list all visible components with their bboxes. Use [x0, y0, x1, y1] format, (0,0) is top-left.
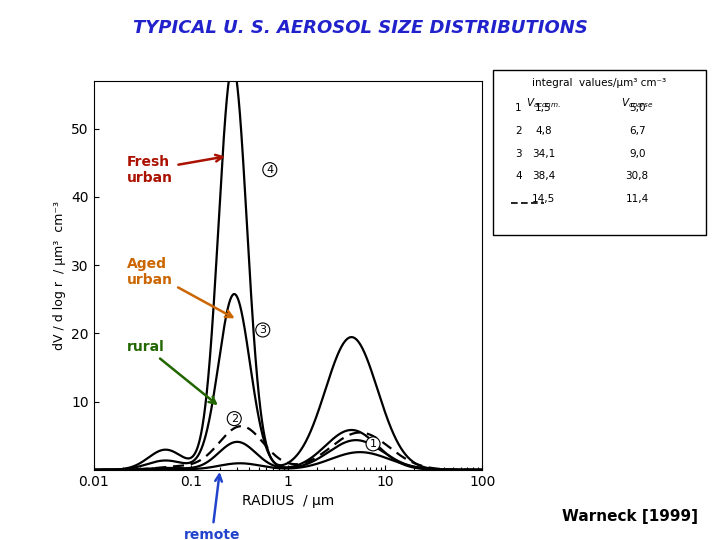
- Text: 3: 3: [259, 325, 266, 335]
- Text: 9,0: 9,0: [629, 148, 645, 159]
- Text: rural: rural: [127, 340, 216, 403]
- Text: 1,5: 1,5: [535, 103, 552, 113]
- Text: 34,1: 34,1: [532, 148, 555, 159]
- Text: 1: 1: [515, 103, 522, 113]
- Text: integral  values/μm³ cm⁻³: integral values/μm³ cm⁻³: [532, 78, 667, 89]
- Text: 4,8: 4,8: [535, 126, 552, 136]
- Text: 30,8: 30,8: [626, 171, 649, 181]
- Text: 4: 4: [266, 165, 274, 174]
- Text: 2: 2: [230, 414, 238, 424]
- Text: remote: remote: [184, 475, 240, 540]
- Text: 14,5: 14,5: [532, 194, 555, 204]
- Text: Aged
urban: Aged urban: [127, 257, 233, 317]
- Text: 5,0: 5,0: [629, 103, 645, 113]
- Text: 11,4: 11,4: [626, 194, 649, 204]
- Text: 1: 1: [369, 439, 377, 449]
- Text: 2: 2: [515, 126, 522, 136]
- Text: 3: 3: [515, 148, 522, 159]
- Text: 6,7: 6,7: [629, 126, 646, 136]
- Text: $V_{accum.}$: $V_{accum.}$: [526, 96, 561, 110]
- Text: Warneck [1999]: Warneck [1999]: [562, 509, 698, 524]
- Text: 4: 4: [515, 171, 522, 181]
- Text: TYPICAL U. S. AEROSOL SIZE DISTRIBUTIONS: TYPICAL U. S. AEROSOL SIZE DISTRIBUTIONS: [132, 19, 588, 37]
- Y-axis label: dV / d log r  / μm³  cm⁻³: dV / d log r / μm³ cm⁻³: [53, 201, 66, 350]
- Text: Fresh
urban: Fresh urban: [127, 154, 222, 185]
- Text: $V_{coarse}$: $V_{coarse}$: [621, 96, 654, 110]
- X-axis label: RADIUS  / μm: RADIUS / μm: [242, 494, 334, 508]
- Text: 38,4: 38,4: [532, 171, 555, 181]
